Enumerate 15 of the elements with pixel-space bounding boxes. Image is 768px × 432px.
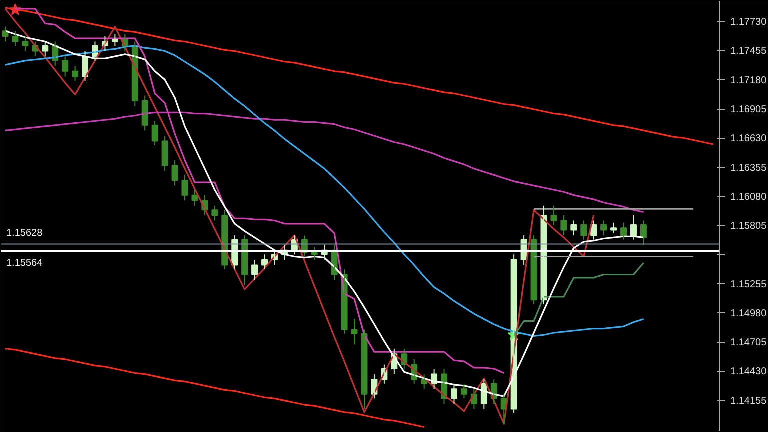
y-tick-label: 1.14705: [730, 338, 768, 349]
y-tick-label: 1.14980: [730, 308, 768, 320]
y-tick-label: 1.17180: [730, 75, 768, 86]
y-tick-label: 1.16905: [730, 104, 768, 116]
y-tick-label: 1.14430: [730, 366, 768, 378]
y-tick-label: 1.17455: [730, 46, 768, 58]
y-tick-label: 1.16080: [730, 192, 768, 203]
y-tick-label: 1.14155: [730, 396, 768, 407]
y-tick-label: 1.15805: [730, 221, 768, 232]
y-tick-label: 1.16630: [730, 134, 768, 145]
y-tick-label: 1.16355: [730, 162, 768, 174]
ref-line-label: 1.15564: [6, 258, 44, 270]
y-tick-label: 1.15255: [730, 279, 768, 290]
ref-line-label: 1.15628: [6, 228, 44, 240]
y-tick-label: 1.17730: [730, 17, 768, 28]
